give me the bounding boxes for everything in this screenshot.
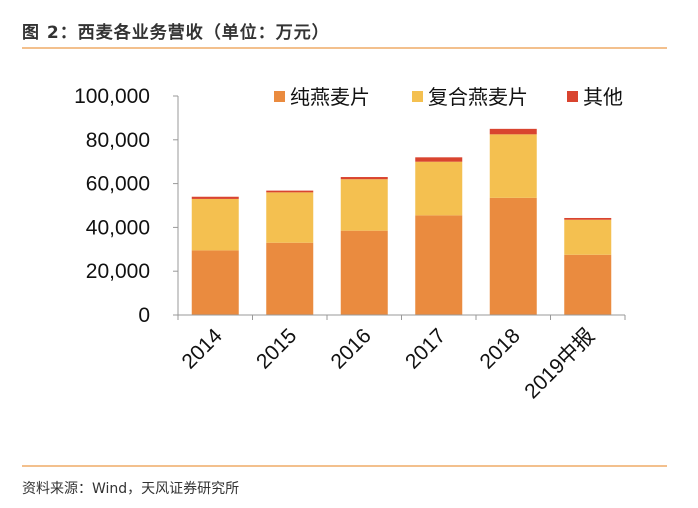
- bar-segment: [489, 197, 537, 315]
- legend-swatch: [567, 91, 578, 102]
- bar-segment: [266, 190, 314, 193]
- bar-segment: [489, 128, 537, 135]
- bar-segment: [415, 161, 463, 216]
- title-divider: [22, 47, 667, 49]
- x-tick-label: 2019中报: [520, 324, 599, 403]
- x-tick-label: 2017: [401, 324, 450, 373]
- y-tick-label: 40,000: [86, 216, 150, 239]
- source-note: 资料来源：Wind，天风证券研究所: [22, 481, 240, 497]
- legend: 纯燕麦片 复合燕麦片 其他: [274, 85, 623, 109]
- bar-segment: [340, 230, 388, 315]
- x-tick-label: 2018: [475, 324, 524, 373]
- legend-swatch: [274, 91, 285, 102]
- y-tick-label: 20,000: [86, 260, 150, 283]
- bar-segment: [564, 254, 612, 315]
- x-tick-label: 2016: [326, 324, 375, 373]
- bars: [191, 128, 612, 315]
- y-tick-label: 0: [138, 304, 150, 327]
- legend-swatch: [412, 91, 423, 102]
- bar-segment: [191, 250, 239, 315]
- source-divider: [22, 465, 667, 467]
- bar-segment: [340, 179, 388, 231]
- x-tick-label: 2015: [252, 324, 301, 373]
- bar-segment: [266, 192, 314, 243]
- bar-segment: [191, 198, 239, 251]
- legend-label: 纯燕麦片: [290, 85, 370, 109]
- bar-segment: [564, 219, 612, 255]
- y-tick-label: 100,000: [74, 85, 150, 108]
- y-tick-label: 60,000: [86, 173, 150, 196]
- bar-segment: [564, 217, 612, 220]
- bar-segment: [415, 157, 463, 162]
- y-axis: 0 20,000 40,000 60,000 80,000 100,000: [74, 85, 179, 327]
- bar-segment: [489, 134, 537, 198]
- bar-segment: [340, 177, 388, 180]
- figure-title: 图 2：西麦各业务营收（单位：万元）: [22, 23, 330, 43]
- bar-segment: [266, 242, 314, 315]
- y-tick-label: 80,000: [86, 129, 150, 152]
- bar-segment: [191, 196, 239, 199]
- legend-label: 其他: [583, 85, 623, 109]
- legend-label: 复合燕麦片: [428, 85, 528, 109]
- x-tick-label: 2014: [177, 324, 227, 374]
- bar-segment: [415, 215, 463, 315]
